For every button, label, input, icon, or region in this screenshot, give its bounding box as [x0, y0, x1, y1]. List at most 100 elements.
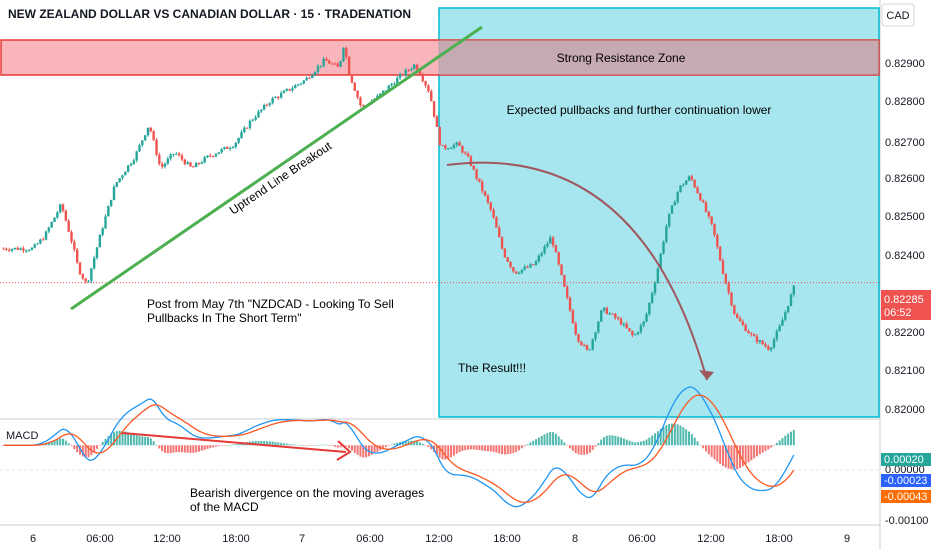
- candle-down: [741, 321, 745, 325]
- macd-histogram-bar: [605, 435, 608, 446]
- macd-histogram-bar: [404, 441, 407, 446]
- macd-histogram-bar: [333, 445, 336, 447]
- macd-histogram-bar: [113, 432, 116, 446]
- macd-histogram-bar: [62, 438, 65, 446]
- candle-up: [299, 83, 303, 85]
- macd-histogram-bar: [659, 428, 662, 446]
- macd-histogram-bar: [413, 440, 416, 446]
- candle-down: [356, 90, 359, 98]
- candle-down: [721, 260, 725, 274]
- candle-down: [478, 178, 481, 182]
- target-zone-box[interactable]: [438, 7, 880, 418]
- candle-up: [163, 163, 167, 167]
- candle-down: [560, 264, 563, 275]
- macd-histogram-bar: [328, 445, 331, 446]
- macd-histogram-bar: [223, 445, 226, 446]
- candle-up: [523, 266, 526, 270]
- candle-up: [240, 132, 243, 138]
- candle-down: [755, 336, 759, 342]
- macd-histogram-bar: [554, 433, 557, 446]
- candle-up: [449, 147, 453, 149]
- candle-down: [466, 153, 470, 157]
- candle-up: [594, 332, 597, 340]
- macd-histogram-bar: [127, 432, 130, 446]
- candle-down: [350, 74, 354, 83]
- macd-histogram-bar: [79, 445, 82, 455]
- candle-up: [387, 85, 390, 91]
- macd-histogram-bar: [721, 445, 724, 467]
- candle-up: [781, 319, 784, 326]
- macd-histogram-bar: [206, 445, 209, 449]
- macd-histogram-bar: [444, 445, 447, 460]
- candle-up: [670, 205, 674, 214]
- candle-up: [413, 64, 416, 69]
- candle-down: [288, 89, 291, 91]
- candle-down: [441, 145, 444, 147]
- macd-histogram-bar: [260, 440, 263, 446]
- macd-line: [3, 386, 795, 508]
- candle-down: [693, 179, 696, 188]
- candle-down: [585, 345, 589, 350]
- candle-up: [305, 77, 308, 81]
- macd-histogram-bar: [622, 438, 625, 446]
- macd-histogram-bar: [620, 437, 623, 446]
- candle-up: [622, 323, 626, 325]
- macd-histogram-bar: [435, 445, 438, 455]
- currency-button[interactable]: [881, 3, 915, 27]
- macd-histogram-bar: [350, 445, 353, 451]
- macd-histogram-bar: [716, 445, 719, 462]
- candle-down: [347, 56, 351, 75]
- candle-down: [183, 159, 187, 165]
- candle-down: [752, 334, 756, 337]
- candle-up: [648, 302, 651, 315]
- candle-down: [81, 274, 85, 279]
- macd-pane: [0, 386, 880, 508]
- macd-histogram-bar: [430, 445, 433, 450]
- macd-histogram-bar: [744, 445, 747, 465]
- macd-histogram-bar: [775, 442, 778, 446]
- candle-up: [659, 253, 662, 269]
- result-label: The Result!!!: [458, 361, 526, 375]
- macd-histogram-bar: [637, 442, 640, 446]
- macd-hist-badge: [881, 453, 931, 466]
- macd-histogram-bar: [384, 445, 387, 448]
- candle-up: [228, 147, 232, 149]
- candle-down: [611, 313, 614, 315]
- candle-down: [192, 166, 195, 168]
- macd-histogram-bar: [178, 445, 181, 453]
- candle-down: [718, 246, 722, 261]
- macd-histogram-bar: [226, 445, 229, 446]
- macd-histogram-bar: [144, 436, 147, 446]
- candle-up: [313, 71, 317, 76]
- candle-down: [472, 165, 475, 170]
- macd-histogram-bar: [673, 423, 676, 446]
- macd-histogram-bar: [772, 445, 775, 446]
- divergence-arrow[interactable]: [121, 432, 347, 453]
- candle-up: [384, 90, 388, 92]
- macd-histogram-bar: [268, 441, 271, 446]
- expected-path-curve[interactable]: [446, 161, 708, 381]
- candle-down: [152, 131, 155, 140]
- macd-histogram-bar: [195, 445, 198, 453]
- macd-histogram-bar: [469, 445, 472, 450]
- price-axis[interactable]: CAD 0.82900 0.82800 0.82700 0.82600 0.82…: [881, 0, 932, 550]
- macd-histogram-bar: [305, 445, 308, 446]
- macd-histogram-bar: [288, 444, 291, 446]
- macd-histogram-bar: [580, 445, 583, 455]
- candle-down: [733, 305, 736, 314]
- candle-up: [588, 349, 592, 351]
- macd-histogram-bar: [263, 441, 266, 446]
- time-tick: 12:00: [153, 533, 181, 545]
- candle-up: [381, 90, 385, 94]
- candle-down: [475, 169, 478, 179]
- macd-histogram-bar: [135, 435, 138, 446]
- macd-signal-badge: [881, 490, 931, 503]
- candle-up: [633, 334, 637, 336]
- candle-down: [265, 104, 269, 106]
- uptrend-line[interactable]: [70, 25, 483, 311]
- candle-up: [251, 119, 255, 121]
- candle-up: [549, 237, 552, 244]
- candle-down: [180, 155, 184, 160]
- macd-histogram-bar: [478, 445, 481, 451]
- time-axis[interactable]: 6 06:00 12:00 18:00 7 06:00 12:00 18:00 …: [30, 533, 850, 545]
